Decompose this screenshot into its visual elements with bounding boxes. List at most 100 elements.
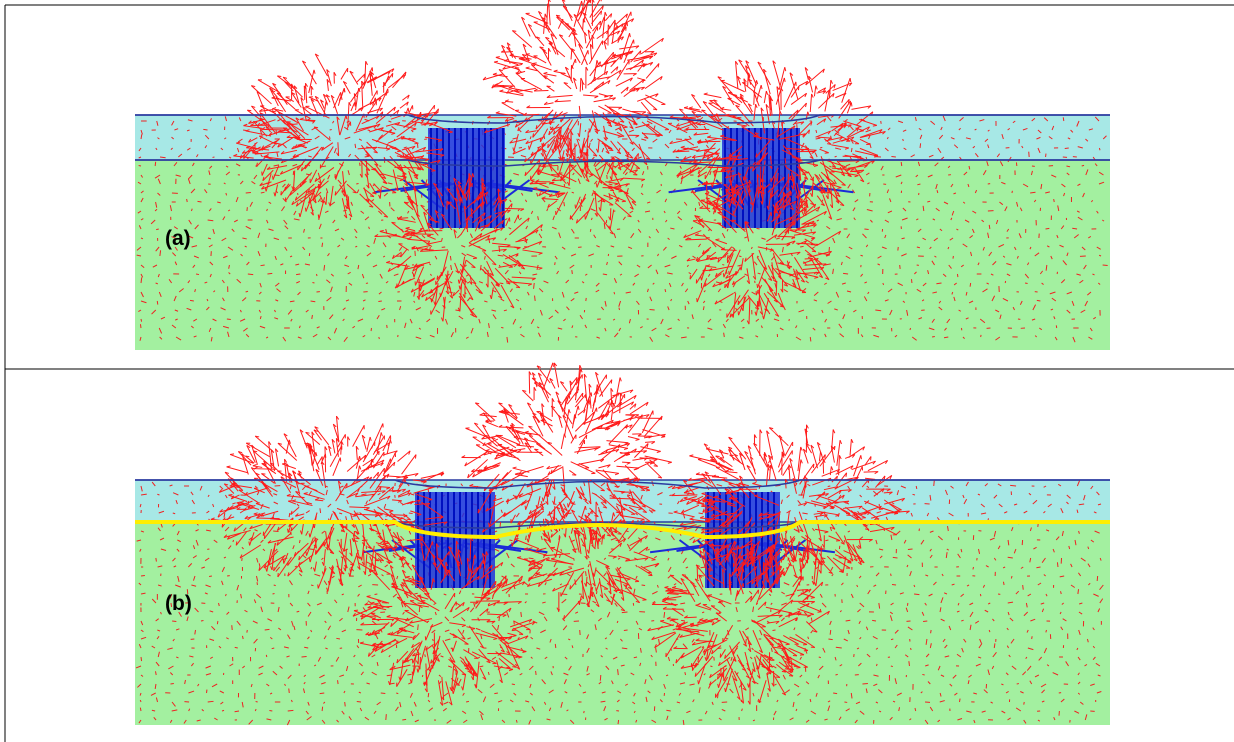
field-arrow bbox=[910, 328, 911, 330]
arrow-head bbox=[850, 78, 851, 82]
field-arrow bbox=[535, 296, 536, 301]
field-arrow bbox=[322, 166, 326, 167]
displacement-arrow bbox=[601, 52, 613, 67]
panel-b: (b) bbox=[135, 363, 1110, 725]
field-arrow bbox=[1003, 582, 1004, 585]
field-arrow bbox=[564, 202, 565, 206]
field-arrow bbox=[311, 301, 316, 302]
field-arrow bbox=[555, 262, 556, 265]
displacement-arrow bbox=[586, 27, 597, 48]
field-arrow bbox=[908, 549, 913, 550]
arrow-head bbox=[689, 107, 693, 108]
displacement-arrow bbox=[814, 86, 815, 97]
arrow-head bbox=[516, 287, 520, 288]
arrow-head bbox=[727, 255, 728, 259]
displacement-arrow bbox=[776, 281, 777, 296]
displacement-arrow bbox=[592, 21, 600, 31]
field-arrow bbox=[1010, 485, 1016, 486]
field-arrow bbox=[586, 571, 587, 576]
field-arrow bbox=[195, 630, 196, 634]
arrow-head bbox=[843, 167, 847, 168]
arrow-head bbox=[586, 0, 587, 1]
displacement-arrow bbox=[604, 26, 618, 43]
arrow-head bbox=[303, 108, 307, 109]
field-arrow bbox=[811, 618, 812, 621]
field-arrow bbox=[312, 315, 313, 319]
field-arrow bbox=[203, 129, 207, 130]
field-arrow bbox=[622, 612, 628, 613]
field-arrow bbox=[816, 210, 819, 211]
field-arrow bbox=[893, 557, 898, 558]
arrow-head bbox=[414, 143, 418, 144]
arrow-head bbox=[851, 102, 852, 106]
displacement-arrow bbox=[791, 93, 806, 104]
field-arrow bbox=[501, 327, 503, 328]
field-arrow bbox=[217, 621, 218, 624]
arrow-head bbox=[272, 108, 276, 109]
field-arrow bbox=[312, 282, 314, 283]
displacement-arrow bbox=[617, 60, 629, 79]
field-arrow bbox=[322, 243, 323, 247]
panel-a: (a) bbox=[135, 0, 1110, 350]
displacement-arrow bbox=[777, 87, 780, 112]
arrow-head bbox=[601, 11, 602, 15]
displacement-arrow bbox=[773, 61, 780, 87]
arrow-head bbox=[630, 33, 631, 37]
arrow-head bbox=[515, 68, 519, 69]
displacement-arrow bbox=[251, 86, 271, 104]
displacement-arrow bbox=[502, 103, 515, 110]
arrow-head bbox=[619, 191, 623, 192]
field-arrow bbox=[697, 503, 700, 504]
arrow-head bbox=[757, 284, 758, 288]
displacement-arrow bbox=[645, 76, 662, 88]
arrow-head bbox=[589, 128, 590, 132]
soil-layer bbox=[135, 160, 1110, 350]
field-arrow bbox=[590, 229, 591, 232]
arrow-head bbox=[609, 199, 613, 200]
field-arrow bbox=[825, 540, 828, 541]
displacement-arrow bbox=[548, 0, 550, 25]
field-arrow bbox=[235, 647, 238, 648]
field-arrow bbox=[450, 256, 451, 260]
field-arrow bbox=[864, 229, 868, 230]
field-arrow bbox=[619, 308, 620, 310]
arrow-head bbox=[756, 104, 758, 108]
field-arrow bbox=[555, 644, 556, 648]
displacement-arrow bbox=[646, 64, 659, 79]
displacement-arrow bbox=[549, 43, 565, 57]
field-arrow bbox=[141, 575, 145, 576]
field-arrow bbox=[320, 508, 321, 513]
field-arrow bbox=[970, 283, 971, 287]
field-arrow bbox=[246, 192, 251, 193]
displacement-arrow bbox=[341, 68, 348, 79]
displacement-arrow bbox=[562, 0, 572, 21]
field-arrow bbox=[509, 540, 512, 541]
displacement-arrow bbox=[482, 178, 483, 204]
arrow-head bbox=[335, 191, 336, 195]
field-arrow bbox=[196, 274, 199, 275]
field-arrow bbox=[156, 229, 159, 230]
displacement-arrow bbox=[580, 78, 581, 92]
arrow-head bbox=[548, 144, 549, 148]
displacement-arrow bbox=[358, 98, 381, 110]
arrow-head bbox=[326, 102, 327, 106]
field-arrow bbox=[756, 228, 759, 229]
arrow-head bbox=[715, 239, 719, 240]
field-arrow bbox=[157, 301, 158, 305]
displacement-arrow bbox=[833, 83, 852, 91]
arrow-head bbox=[341, 96, 342, 100]
arrow-head bbox=[743, 176, 744, 180]
displacement-arrow bbox=[499, 69, 515, 87]
field-arrow bbox=[1063, 117, 1064, 121]
field-arrow bbox=[980, 594, 981, 596]
field-arrow bbox=[379, 337, 380, 339]
field-arrow bbox=[866, 157, 867, 159]
field-arrow bbox=[614, 292, 615, 294]
field-arrow bbox=[969, 166, 970, 169]
displacement-arrow bbox=[681, 161, 698, 162]
field-arrow bbox=[274, 585, 276, 586]
arrow-head bbox=[496, 112, 500, 113]
field-arrow bbox=[1046, 630, 1047, 632]
field-arrow bbox=[843, 273, 848, 274]
field-arrow bbox=[811, 229, 812, 232]
